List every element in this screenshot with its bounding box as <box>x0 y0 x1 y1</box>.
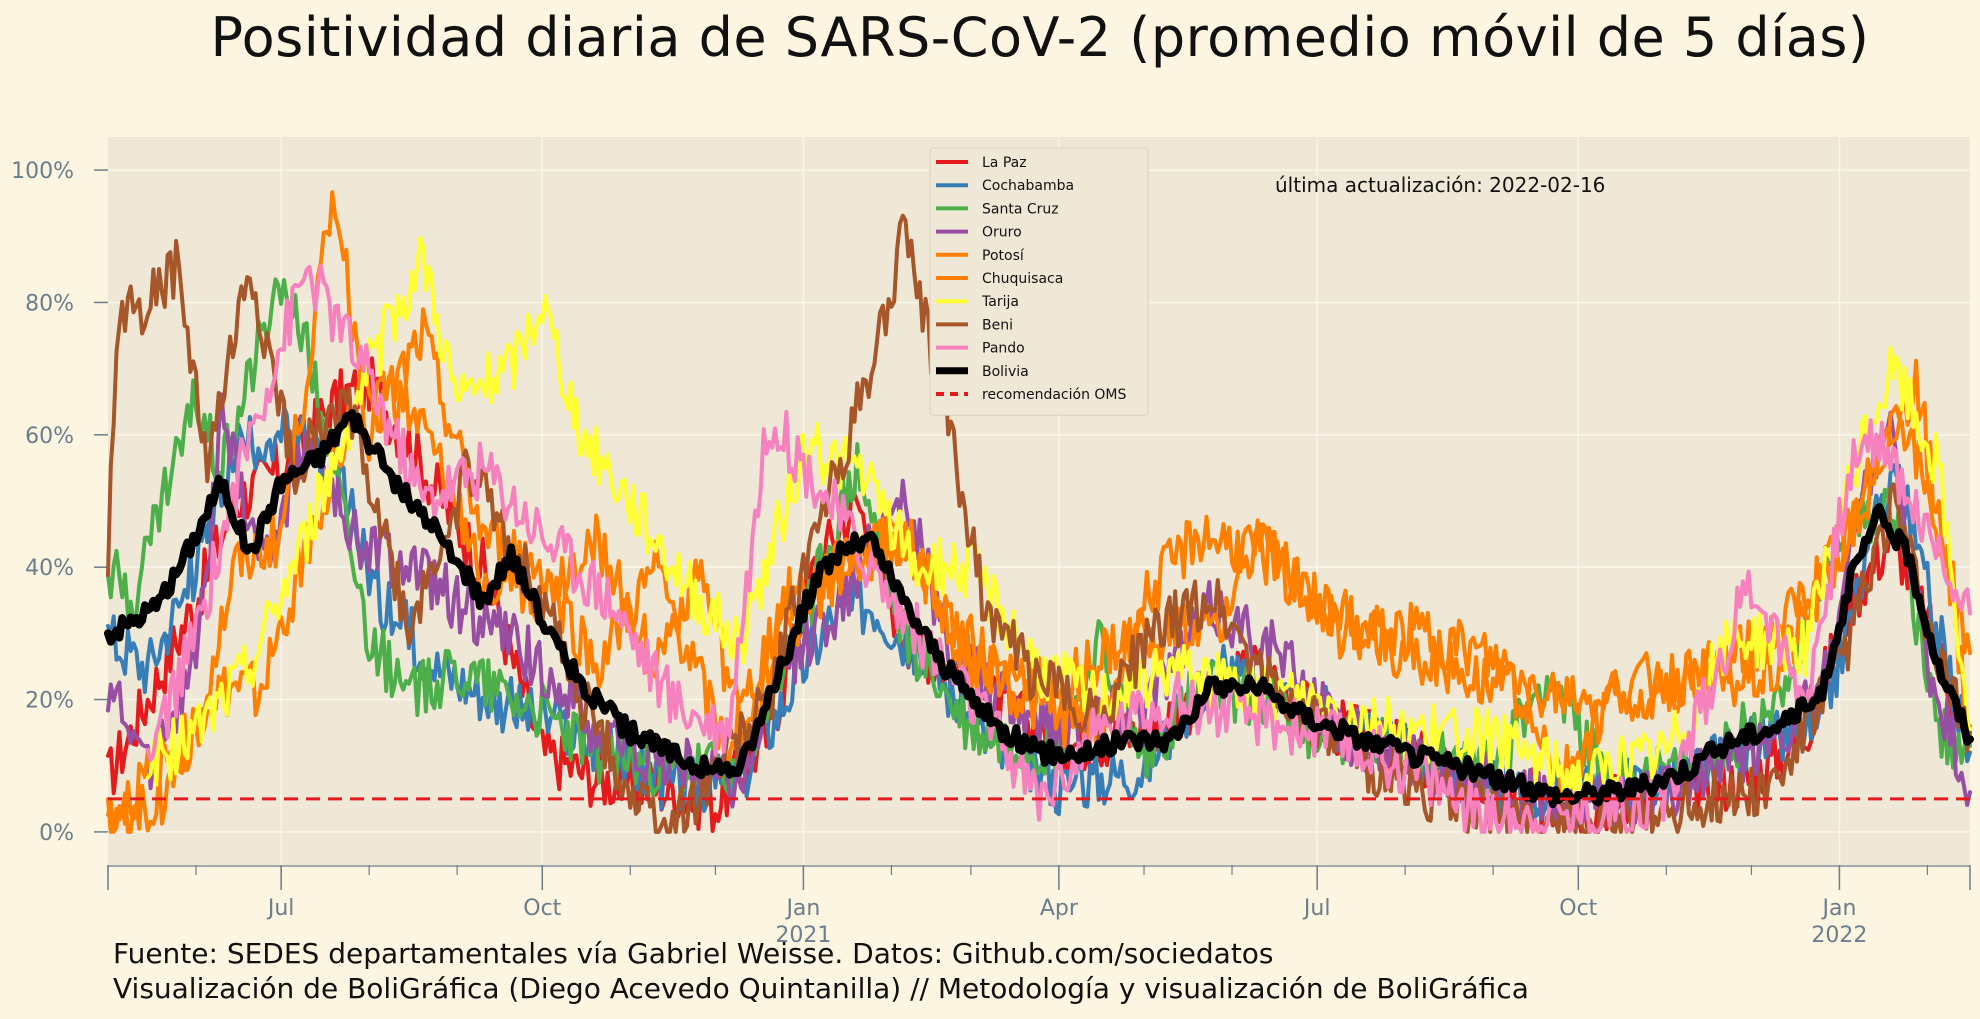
legend-label: Oruro <box>982 225 1022 241</box>
chart-title: Positividad diaria de SARS-CoV-2 (promed… <box>210 6 1870 69</box>
x-tick-label: Jan <box>784 896 820 921</box>
legend-label: recomendación OMS <box>982 387 1126 403</box>
legend-label: Bolivia <box>982 364 1029 380</box>
source-note: Fuente: SEDES departamentales vía Gabrie… <box>113 937 1274 970</box>
x-tick-label: Jul <box>266 896 295 921</box>
x-tick-label: Oct <box>1559 896 1597 921</box>
x-tick-label: Oct <box>523 896 561 921</box>
y-axis: 0% 20% 40% 60% 80% 100% <box>11 159 108 846</box>
x-tick-year-label: 2022 <box>1811 923 1867 948</box>
x-tick-label: Jan <box>1820 896 1856 921</box>
y-tick-label: 60% <box>25 424 74 449</box>
legend-label: Tarija <box>981 294 1019 310</box>
y-tick-label: 80% <box>25 291 74 316</box>
legend-label: Pando <box>982 341 1025 357</box>
y-tick-label: 100% <box>11 159 74 184</box>
update-annotation: última actualización: 2022-02-16 <box>1275 173 1605 197</box>
legend-label: Beni <box>982 317 1013 333</box>
legend-label: La Paz <box>982 155 1027 171</box>
y-tick-label: 40% <box>25 556 74 581</box>
x-tick-label: Jul <box>1302 896 1331 921</box>
legend-label: Cochabamba <box>982 178 1074 194</box>
series-line-bolivia <box>104 409 1974 809</box>
x-tick-year-label: 2021 <box>775 923 831 948</box>
legend-label: Santa Cruz <box>982 201 1059 217</box>
series-lines <box>104 190 1974 834</box>
legend-box <box>929 147 1149 416</box>
legend: La Paz Cochabamba Santa Cruz Oruro Potosí Chu… <box>929 147 1149 416</box>
legend-label: Potosí <box>982 248 1025 264</box>
x-tick-label: Apr <box>1040 896 1079 921</box>
y-tick-label: 20% <box>25 689 74 714</box>
y-tick-label: 0% <box>39 821 74 846</box>
series-line-chuquisaca <box>106 358 1972 834</box>
series-line-beni <box>106 213 1972 834</box>
credit-note: Visualización de BoliGráfica (Diego Acev… <box>113 972 1529 1005</box>
legend-label: Chuquisaca <box>982 271 1063 287</box>
series-line-santa-cruz <box>106 277 1972 802</box>
